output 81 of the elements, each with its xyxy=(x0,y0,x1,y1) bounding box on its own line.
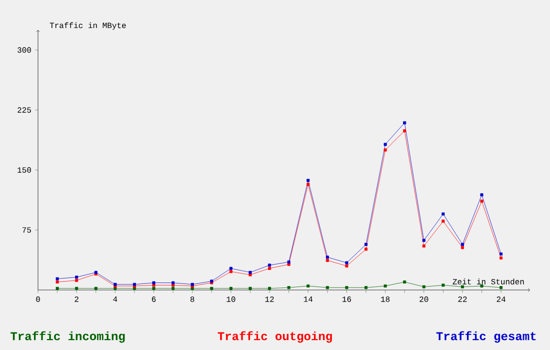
point xyxy=(306,284,310,288)
x-tick-label: 10 xyxy=(226,296,236,302)
point xyxy=(287,262,290,266)
point xyxy=(326,286,329,290)
point xyxy=(172,281,175,284)
point xyxy=(229,266,232,270)
point xyxy=(364,242,368,246)
point xyxy=(442,284,445,287)
point xyxy=(364,286,368,290)
point xyxy=(500,256,503,260)
x-tick-label: 6 xyxy=(152,296,156,302)
point xyxy=(403,129,406,132)
point xyxy=(500,286,503,290)
text: Traffic gesamt xyxy=(436,331,536,343)
point xyxy=(56,286,59,290)
point xyxy=(442,220,445,223)
point xyxy=(326,258,329,262)
point xyxy=(422,244,426,248)
point xyxy=(248,286,252,290)
point xyxy=(190,286,194,290)
text: Traffic outgoing xyxy=(218,331,332,343)
y-tick-label: 150 xyxy=(18,167,31,173)
x-tick-label: 2 xyxy=(74,296,78,302)
point xyxy=(306,182,310,186)
y-axis-title: Traffic in MByte xyxy=(50,22,126,30)
x-tick-label: 22 xyxy=(458,296,467,302)
x-tick-label: 4 xyxy=(113,296,118,302)
point xyxy=(500,252,503,256)
x-tick-label: 0 xyxy=(36,296,40,302)
point xyxy=(384,142,387,146)
point xyxy=(460,246,464,250)
point xyxy=(229,270,232,274)
point xyxy=(152,286,156,290)
point xyxy=(268,286,272,290)
point xyxy=(94,286,98,290)
point xyxy=(403,280,406,284)
point xyxy=(268,264,272,267)
y-tick-label: 300 xyxy=(18,47,31,53)
point xyxy=(75,276,78,279)
point xyxy=(75,278,78,282)
x-tick-label: 24 xyxy=(496,296,506,302)
point xyxy=(306,178,310,182)
point xyxy=(152,281,156,284)
point xyxy=(422,238,426,242)
point xyxy=(345,286,348,290)
point xyxy=(384,284,387,288)
point xyxy=(248,270,252,274)
x-tick-label: 8 xyxy=(190,296,194,302)
point xyxy=(268,266,272,270)
x-tick-label: 20 xyxy=(420,296,428,302)
point xyxy=(442,212,445,216)
point xyxy=(56,277,59,280)
point xyxy=(114,286,117,290)
point xyxy=(480,193,484,196)
x-tick-label: 18 xyxy=(381,296,390,302)
x-tick-label: 12 xyxy=(265,296,274,302)
point xyxy=(345,264,348,268)
y-tick-label: 75 xyxy=(22,227,31,233)
point xyxy=(384,148,387,152)
point xyxy=(56,280,59,284)
point xyxy=(75,286,78,290)
point xyxy=(210,286,214,290)
point xyxy=(152,284,156,287)
point xyxy=(287,286,290,290)
point xyxy=(248,273,252,276)
point xyxy=(422,285,426,288)
point xyxy=(364,248,368,251)
text: Traffic incoming xyxy=(10,331,125,343)
point xyxy=(172,286,175,290)
point xyxy=(480,200,484,203)
y-tick-label: 225 xyxy=(18,107,31,113)
point xyxy=(229,286,232,290)
x-axis-title: Zeit in Stunden xyxy=(452,278,524,284)
point xyxy=(460,285,464,288)
x-tick-label: 14 xyxy=(304,296,313,302)
point xyxy=(403,121,406,124)
point xyxy=(287,260,290,264)
point xyxy=(345,261,348,264)
point xyxy=(460,242,464,246)
x-tick-label: 16 xyxy=(342,296,351,302)
point xyxy=(326,256,329,259)
